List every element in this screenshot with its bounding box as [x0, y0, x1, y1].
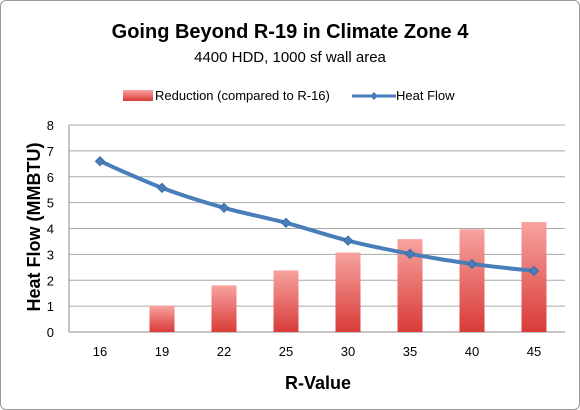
x-tick-label: 19	[155, 344, 169, 359]
x-axis-title: R-Value	[285, 373, 351, 393]
legend-label-reduction: Reduction (compared to R-16)	[155, 88, 330, 103]
legend-bar-swatch	[123, 90, 153, 101]
bars	[149, 222, 547, 332]
y-tick-label: 5	[47, 196, 54, 211]
y-tick-label: 1	[47, 299, 54, 314]
y-tick-label: 3	[47, 247, 54, 262]
x-tick-label: 25	[279, 344, 293, 359]
bar	[459, 229, 485, 332]
y-axis-ticks: 0 1 2 3 4 5 6 7 8	[47, 118, 54, 340]
heat-flow-point	[280, 217, 292, 229]
y-tick-label: 7	[47, 144, 54, 159]
x-tick-label: 45	[527, 344, 541, 359]
y-tick-label: 6	[47, 170, 54, 185]
x-tick-label: 40	[465, 344, 479, 359]
heat-flow-point	[94, 156, 106, 167]
bar	[521, 222, 547, 332]
chart-subtitle: 4400 HDD, 1000 sf wall area	[194, 49, 386, 66]
heat-flow-point	[528, 265, 540, 277]
heat-flow-point	[342, 235, 354, 246]
legend: Reduction (compared to R-16) Heat Flow	[123, 88, 455, 103]
bar	[211, 285, 237, 332]
x-tick-label: 35	[403, 344, 417, 359]
gridlines	[68, 124, 565, 333]
y-tick-label: 4	[47, 222, 54, 237]
bar	[335, 252, 361, 332]
heat-flow-point	[404, 248, 416, 260]
x-tick-label: 30	[341, 344, 355, 359]
bar	[149, 305, 175, 332]
bar	[273, 270, 299, 332]
y-tick-label: 0	[47, 325, 54, 340]
heat-flow-point	[466, 258, 478, 270]
y-tick-label: 8	[47, 118, 54, 133]
heat-flow-series	[94, 156, 540, 277]
x-tick-label: 22	[217, 344, 231, 359]
x-axis-ticks: 16 19 22 25 30 35 40 45	[93, 344, 541, 359]
legend-label-heat-flow: Heat Flow	[396, 88, 455, 103]
heat-flow-point	[218, 202, 230, 214]
y-tick-label: 2	[47, 273, 54, 288]
x-tick-label: 16	[93, 344, 107, 359]
y-axis-title: Heat Flow (MMBTU)	[24, 143, 44, 312]
heat-flow-point	[156, 182, 168, 194]
legend-line-marker	[370, 92, 378, 100]
chart-title: Going Beyond R-19 in Climate Zone 4	[112, 21, 470, 43]
